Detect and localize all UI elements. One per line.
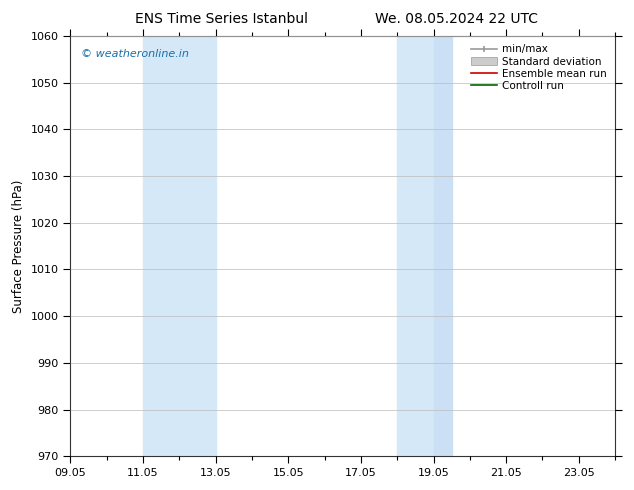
Text: © weatheronline.in: © weatheronline.in <box>81 49 190 59</box>
Text: We. 08.05.2024 22 UTC: We. 08.05.2024 22 UTC <box>375 12 538 26</box>
Text: ENS Time Series Istanbul: ENS Time Series Istanbul <box>136 12 308 26</box>
Bar <box>434 36 451 456</box>
Legend: min/max, Standard deviation, Ensemble mean run, Controll run: min/max, Standard deviation, Ensemble me… <box>468 41 610 94</box>
Bar <box>398 36 434 456</box>
Bar <box>143 36 216 456</box>
Y-axis label: Surface Pressure (hPa): Surface Pressure (hPa) <box>12 179 25 313</box>
